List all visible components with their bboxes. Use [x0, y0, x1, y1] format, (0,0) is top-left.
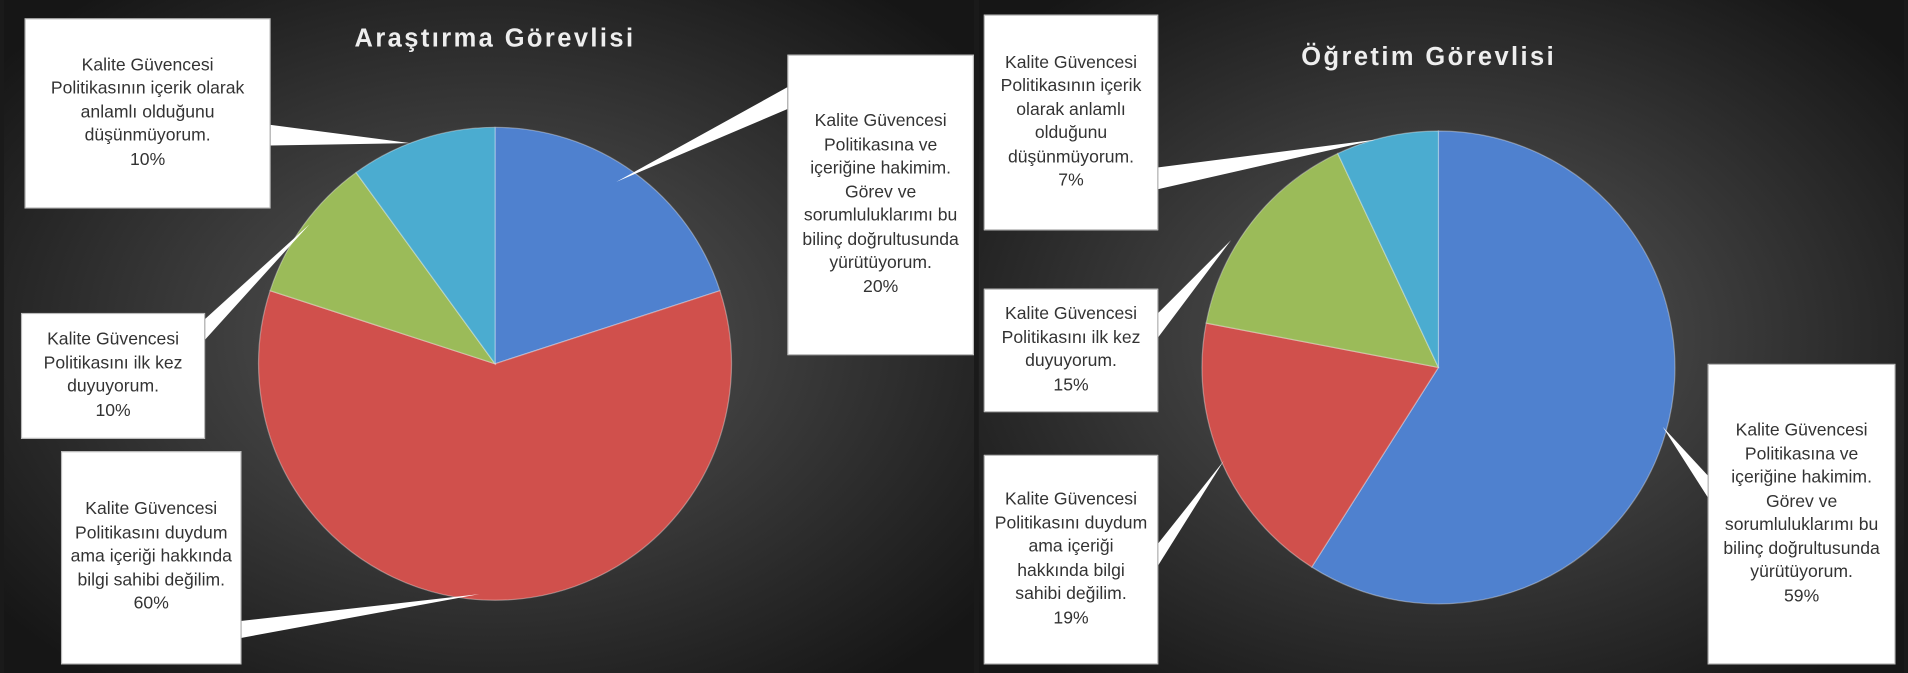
category-label: Kalite Güvencesi Politikasına ve içeriği…	[1723, 420, 1880, 583]
category-label: Kalite Güvencesi Politikasını ilk kez du…	[43, 329, 183, 397]
pie-slice	[355, 126, 496, 366]
pie-slice	[1310, 130, 1676, 605]
value-label: 10%	[130, 150, 166, 170]
label-box: Kalite Güvencesi Politikasına ve içeriği…	[1707, 363, 1896, 665]
label-box: Kalite Güvencesi Politikasını duydum ama…	[983, 454, 1159, 665]
leader-line	[616, 87, 788, 182]
category-label: Kalite Güvencesi Politikasının içerik ol…	[50, 55, 245, 146]
data-label: Kalite Güvencesi Politikasının içerik ol…	[24, 18, 271, 209]
label-box: Kalite Güvencesi Politikasına ve içeriği…	[787, 54, 975, 356]
chart-title: Öğretim Görevlisi	[1301, 42, 1556, 71]
pie-slice	[269, 171, 497, 365]
label-box: Kalite Güvencesi Politikasının içerik ol…	[24, 18, 271, 209]
value-label: 20%	[863, 277, 899, 297]
leader-line	[1158, 240, 1232, 338]
value-label: 60%	[133, 594, 169, 614]
value-label: 15%	[1053, 375, 1089, 395]
pie-slice	[1201, 322, 1440, 568]
label-box: Kalite Güvencesi Politikasını ilk kez du…	[983, 288, 1159, 413]
leader-line	[1158, 460, 1224, 566]
data-label: Kalite Güvencesi Politikasına ve içeriği…	[1707, 363, 1896, 665]
pie-slice	[1205, 152, 1440, 369]
value-label: 10%	[95, 400, 131, 421]
data-label: Kalite Güvencesi Politikasını duydum ama…	[60, 451, 242, 665]
category-label: Kalite Güvencesi Politikasına ve içeriği…	[802, 111, 959, 273]
pie-slice	[257, 289, 733, 601]
value-label: 19%	[1053, 608, 1089, 628]
leader-line	[1662, 426, 1708, 498]
label-box: Kalite Güvencesi Politikasını ilk kez du…	[20, 312, 206, 439]
category-label: Kalite Güvencesi Politikasının içerik ol…	[1000, 52, 1142, 167]
data-label: Kalite Güvencesi Politikasını duydum ama…	[983, 454, 1159, 665]
value-label: 59%	[1784, 586, 1820, 606]
chart-title: Araştırma Görevlisi	[355, 25, 636, 53]
category-label: Kalite Güvencesi Politikasını duydum ama…	[994, 489, 1148, 604]
category-label: Kalite Güvencesi Politikasını ilk kez du…	[1001, 304, 1141, 372]
pie-slice	[1336, 130, 1440, 368]
data-label: Kalite Güvencesi Politikasını ilk kez du…	[20, 312, 206, 439]
data-label: Kalite Güvencesi Politikasının içerik ol…	[983, 14, 1159, 231]
data-label: Kalite Güvencesi Politikasına ve içeriği…	[787, 54, 975, 356]
label-box: Kalite Güvencesi Politikasını duydum ama…	[60, 451, 242, 665]
category-label: Kalite Güvencesi Politikasını duydum ama…	[70, 499, 232, 591]
leader-line	[270, 124, 411, 146]
data-label: Kalite Güvencesi Politikasını ilk kez du…	[983, 288, 1159, 413]
label-box: Kalite Güvencesi Politikasının içerik ol…	[983, 14, 1159, 231]
value-label: 7%	[1058, 170, 1084, 191]
